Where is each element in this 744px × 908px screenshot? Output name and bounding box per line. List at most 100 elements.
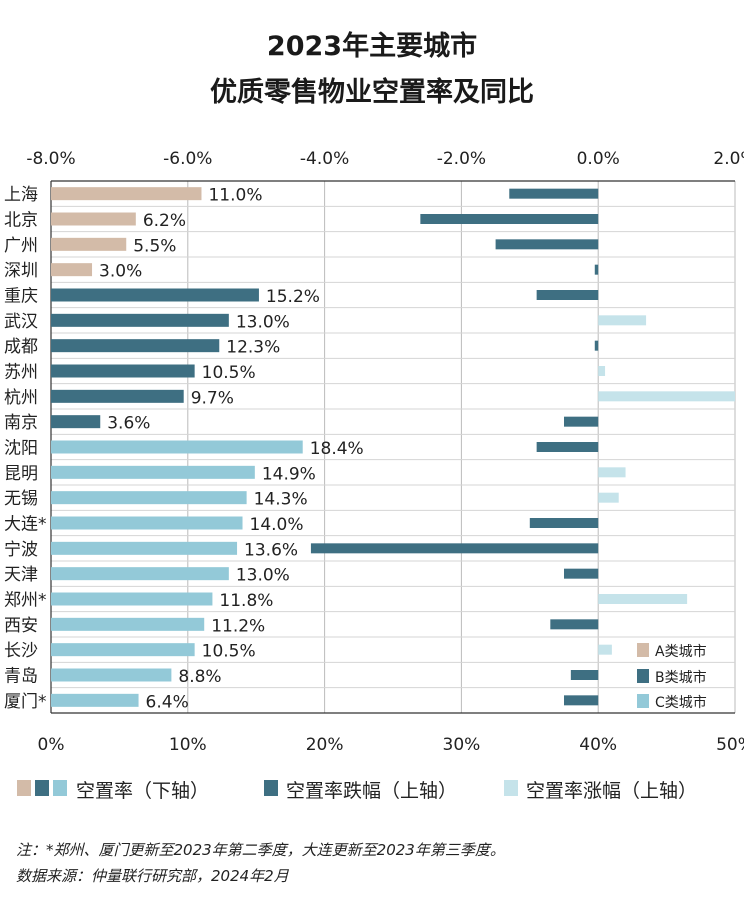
yoy-decline-bar — [594, 264, 599, 275]
vacancy-bar — [51, 643, 195, 657]
category-label: 西安 — [4, 616, 38, 636]
top-axis-tick-label: 0.0% — [577, 149, 620, 169]
legend-label-rise: 空置率涨幅（上轴） — [526, 780, 698, 802]
vacancy-bar — [51, 212, 136, 226]
vacancy-value-label: 10.5% — [202, 642, 256, 662]
vacancy-bar — [51, 567, 229, 581]
vacancy-bar — [51, 516, 243, 530]
yoy-rise-bar — [598, 644, 612, 655]
vacancy-bar — [51, 541, 238, 555]
vacancy-value-label: 3.6% — [107, 414, 150, 434]
vacancy-value-label: 9.7% — [191, 388, 234, 408]
top-axis-tick-label: -4.0% — [300, 149, 349, 169]
inset-legend-swatch — [637, 694, 649, 708]
chart-title-line2: 优质零售物业空置率及同比 — [210, 77, 534, 108]
top-axis-tick-label: -8.0% — [26, 149, 75, 169]
legend-swatch-c — [53, 780, 67, 796]
category-label: 郑州* — [4, 591, 47, 611]
vacancy-value-label: 14.9% — [262, 464, 316, 484]
yoy-rise-bar — [598, 492, 619, 503]
vacancy-value-label: 13.0% — [236, 312, 290, 332]
vacancy-bar — [51, 364, 195, 378]
yoy-decline-bar — [564, 695, 599, 706]
vacancy-value-label: 13.0% — [236, 566, 290, 586]
vacancy-value-label: 6.4% — [146, 692, 189, 712]
category-label: 青岛 — [4, 667, 38, 687]
category-label: 广州 — [4, 236, 38, 256]
footnote: 注：*郑州、厦门更新至2023年第二季度，大连更新至2023年第三季度。 — [16, 841, 505, 859]
vacancy-value-label: 11.2% — [211, 616, 265, 636]
inset-legend-swatch — [637, 669, 649, 683]
yoy-decline-bar — [420, 214, 599, 224]
category-label: 厦门* — [4, 692, 47, 712]
legend-swatch-b — [35, 780, 49, 796]
vacancy-bar — [51, 465, 255, 479]
vacancy-value-label: 11.0% — [208, 186, 262, 206]
category-label: 长沙 — [4, 641, 38, 661]
yoy-decline-bar — [529, 518, 599, 528]
yoy-rise-bar — [598, 315, 647, 326]
vacancy-value-label: 10.5% — [202, 363, 256, 383]
inset-legend-label: A类城市 — [655, 643, 707, 660]
vacancy-value-label: 14.0% — [250, 515, 304, 535]
inset-legend-label: C类城市 — [655, 694, 707, 711]
vacancy-value-label: 12.3% — [226, 338, 280, 358]
category-label: 宁波 — [4, 540, 38, 560]
chart-title-line1: 2023年主要城市 — [266, 31, 478, 62]
yoy-decline-bar — [310, 543, 599, 554]
top-axis-tick-label: -6.0% — [163, 149, 212, 169]
yoy-rise-bar — [598, 467, 626, 478]
legend-swatch-a — [17, 780, 31, 796]
bottom-axis-tick-label: 10% — [169, 735, 207, 755]
yoy-decline-bar — [570, 670, 599, 680]
vacancy-value-label: 13.6% — [244, 540, 298, 560]
vacancy-value-label: 6.2% — [143, 211, 186, 231]
inset-legend-label: B类城市 — [655, 669, 707, 686]
category-label: 昆明 — [4, 464, 38, 484]
yoy-decline-bar — [594, 340, 599, 351]
yoy-decline-bar — [550, 619, 599, 630]
category-label: 大连* — [4, 515, 47, 535]
chart-canvas: -8.0% -6.0% -4.0% -2.0% 0.0% 2.0% 0% 10% 20% 30% 4… — [4, 149, 744, 755]
yoy-decline-bar — [564, 568, 599, 579]
category-label: 深圳 — [4, 261, 38, 281]
vacancy-value-label: 3.0% — [99, 262, 142, 282]
yoy-rise-bar — [598, 366, 606, 376]
category-label: 南京 — [4, 413, 38, 433]
yoy-decline-bar — [536, 442, 599, 452]
vacancy-value-label: 11.8% — [219, 591, 273, 611]
bottom-axis-tick-label: 30% — [443, 735, 481, 755]
legend-label-decline: 空置率跌幅（上轴） — [286, 780, 458, 802]
category-label: 武汉 — [4, 312, 38, 332]
top-axis-tick-label: 2.0% — [713, 149, 744, 169]
vacancy-value-label: 8.8% — [178, 667, 221, 687]
category-label: 上海 — [4, 185, 38, 205]
yoy-rise-bar — [598, 391, 735, 402]
vacancy-value-label: 15.2% — [266, 287, 320, 307]
vacancy-value-label: 5.5% — [133, 236, 176, 256]
vacancy-value-label: 14.3% — [254, 490, 308, 510]
category-label: 苏州 — [4, 363, 38, 383]
vacancy-bar — [51, 668, 172, 682]
yoy-decline-bar — [495, 239, 599, 250]
vacancy-value-label: 18.4% — [310, 439, 364, 459]
vacancy-bar — [51, 313, 229, 327]
legend-swatch-decline — [264, 780, 278, 796]
vacancy-bar — [51, 237, 127, 251]
top-axis-tick-label: -2.0% — [437, 149, 486, 169]
category-label: 天津 — [4, 565, 38, 585]
bottom-axis-tick-label: 40% — [579, 735, 617, 755]
vacancy-bar — [51, 389, 184, 403]
yoy-decline-bar — [509, 188, 599, 199]
vacancy-bar — [51, 187, 202, 201]
source-note: 数据来源：仲量联行研究部，2024年2月 — [16, 867, 289, 885]
yoy-decline-bar — [536, 290, 599, 300]
vacancy-bar — [51, 693, 139, 707]
yoy-rise-bar — [598, 594, 688, 604]
vacancy-bar — [51, 415, 101, 429]
bottom-axis-tick-label: 20% — [306, 735, 344, 755]
category-label: 杭州 — [4, 388, 38, 408]
vacancy-bar — [51, 491, 247, 505]
category-label: 重庆 — [4, 287, 38, 307]
inset-legend-swatch — [637, 643, 649, 657]
